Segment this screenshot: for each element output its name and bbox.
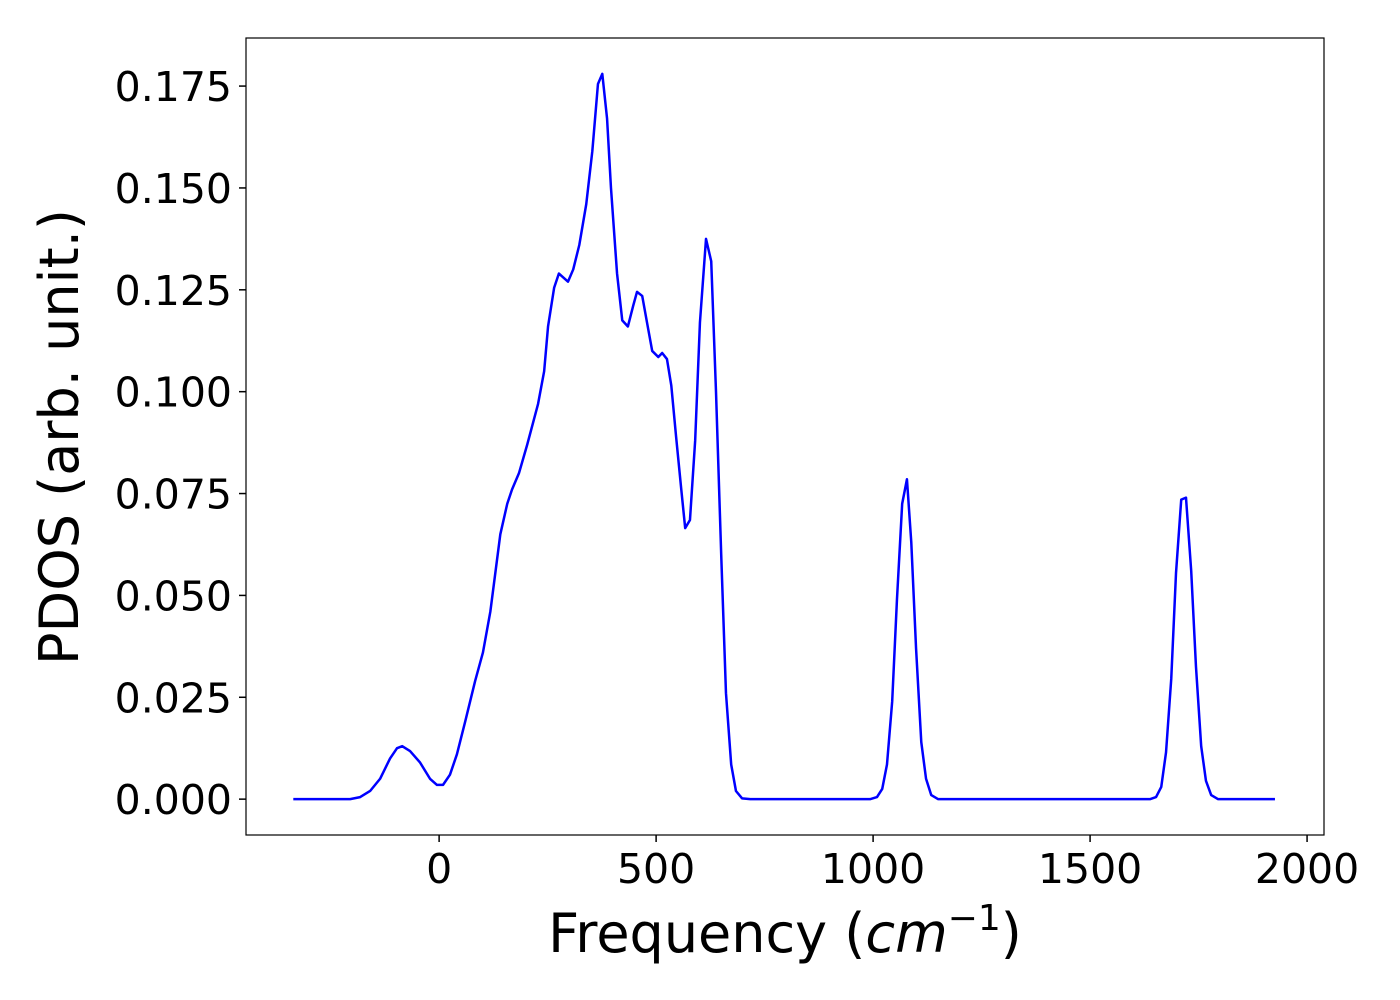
y-tick-label: 0.150 <box>115 165 232 213</box>
x-axis-label: Frequency (cm−1) <box>548 898 1022 965</box>
y-tick-label: 0.075 <box>115 471 232 519</box>
x-label-text: Frequency ( <box>548 902 865 965</box>
y-tick-label: 0.100 <box>115 369 232 417</box>
x-label-close: ) <box>1001 902 1022 965</box>
line-series <box>293 72 1275 801</box>
y-tick-label: 0.050 <box>115 572 232 620</box>
x-tick-label: 1000 <box>821 845 925 893</box>
x-label-unit: cm <box>865 902 947 965</box>
x-tick-label: 1500 <box>1038 845 1142 893</box>
x-tick-label: 0 <box>426 845 452 893</box>
y-tick-label: 0.125 <box>115 267 232 315</box>
y-tick-label: 0.175 <box>115 63 232 111</box>
y-axis-label: PDOS (arb. unit.) <box>28 209 91 665</box>
y-tick-label: 0.025 <box>115 674 232 722</box>
x-tick-label: 2000 <box>1255 845 1359 893</box>
y-tick-label: 0.000 <box>115 776 232 824</box>
plot-frame <box>245 37 1325 836</box>
x-tick-label: 500 <box>617 845 695 893</box>
x-label-exponent: −1 <box>948 898 1001 939</box>
